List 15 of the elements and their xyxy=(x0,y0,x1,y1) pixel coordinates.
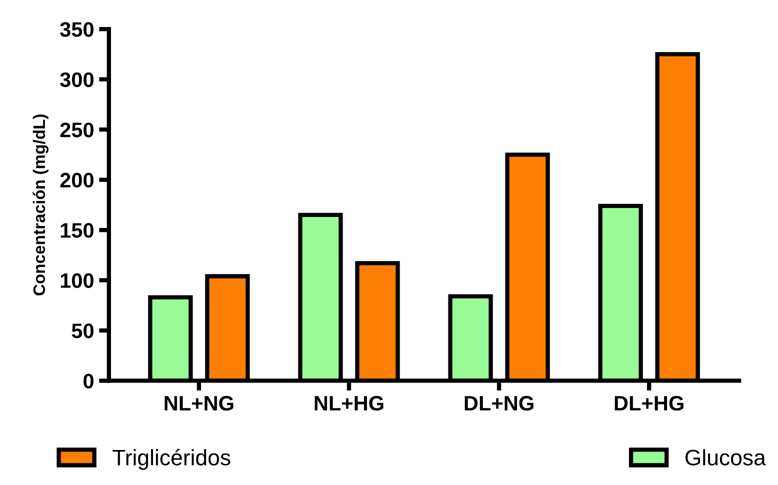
y-tick-label: 250 xyxy=(60,122,94,138)
legend-label: Triglicéridos xyxy=(112,448,230,470)
y-tick-label: 50 xyxy=(72,323,94,338)
x-tick-label: NL+NG xyxy=(164,396,234,411)
y-tick-label: 100 xyxy=(60,273,94,288)
y-tick-label: 300 xyxy=(60,72,94,88)
x-tick-label: DL+NG xyxy=(464,396,534,411)
y-tick-label: 150 xyxy=(60,223,94,238)
y-axis-title: Concentración (mg/dL) xyxy=(32,114,48,296)
legend-label: Glucosa xyxy=(686,449,766,466)
y-tick-label: 0 xyxy=(84,374,94,388)
x-tick-label: DL+HG xyxy=(614,396,684,411)
y-tick-label: 200 xyxy=(60,172,94,188)
x-tick-label: NL+HG xyxy=(314,396,384,411)
y-tick-label: 350 xyxy=(60,22,94,37)
